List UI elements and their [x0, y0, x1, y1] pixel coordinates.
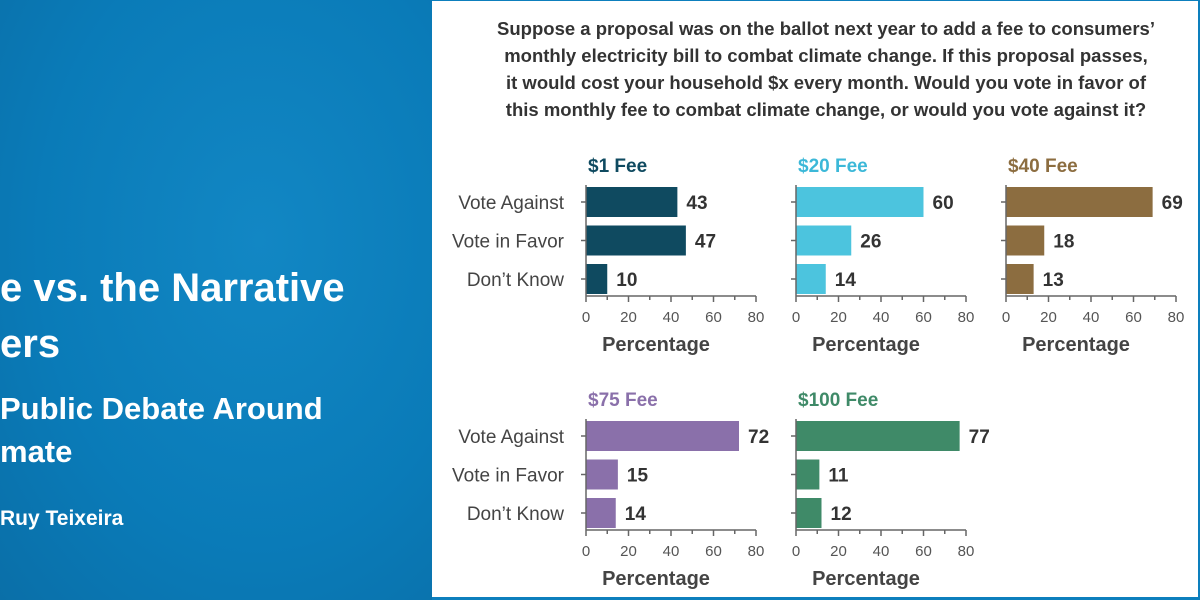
data-label: 69 — [1162, 193, 1183, 214]
chart-title: $40 Fee — [1008, 156, 1078, 177]
x-tick-label: 80 — [748, 309, 765, 326]
chart-title: $75 Fee — [588, 390, 658, 411]
data-label: 47 — [695, 232, 716, 253]
data-label: 15 — [627, 466, 649, 487]
x-tick-label: 0 — [792, 543, 800, 560]
bar — [1006, 264, 1034, 294]
article-title-line-1: e vs. the Narrative — [0, 266, 345, 310]
x-tick-label: 40 — [873, 543, 890, 560]
chart-title: $1 Fee — [588, 156, 647, 177]
article-title-line-2: ers — [0, 322, 61, 366]
x-tick-label: 0 — [582, 309, 590, 326]
article-header-panel: e vs. the Narrative ers Public Debate Ar… — [0, 0, 432, 600]
x-tick-label: 40 — [1083, 309, 1100, 326]
bar — [1006, 225, 1045, 256]
x-axis-label: Percentage — [602, 334, 710, 356]
x-tick-label: 0 — [1002, 309, 1010, 326]
data-label: 43 — [686, 193, 707, 214]
question-line: monthly electricity bill to combat clima… — [504, 45, 1148, 66]
x-axis-label: Percentage — [602, 568, 710, 590]
article-author: Ruy Teixeira — [0, 507, 124, 530]
data-label: 77 — [969, 427, 990, 448]
data-label: 14 — [835, 270, 857, 291]
data-label: 14 — [625, 504, 647, 525]
bar — [796, 264, 826, 294]
x-tick-label: 0 — [582, 543, 590, 560]
data-label: 11 — [828, 466, 849, 487]
data-label: 72 — [748, 427, 769, 448]
x-tick-label: 80 — [1168, 309, 1185, 326]
x-tick-label: 20 — [830, 309, 847, 326]
article-subtitle-line-2: mate — [0, 434, 73, 469]
bar — [586, 421, 739, 451]
x-tick-label: 80 — [958, 543, 975, 560]
bar — [586, 459, 618, 490]
x-axis-label: Percentage — [1022, 334, 1130, 356]
x-tick-label: 0 — [792, 309, 800, 326]
x-tick-label: 60 — [1125, 309, 1142, 326]
chart-title: $20 Fee — [798, 156, 868, 177]
survey-question: Suppose a proposal was on the ballot nex… — [456, 15, 1196, 123]
bar — [796, 421, 960, 451]
question-line: Suppose a proposal was on the ballot nex… — [497, 18, 1155, 39]
x-tick-label: 20 — [1040, 309, 1057, 326]
bar — [796, 459, 820, 490]
x-tick-label: 20 — [620, 309, 637, 326]
x-tick-label: 60 — [705, 543, 722, 560]
bar — [796, 187, 924, 217]
x-tick-label: 40 — [663, 543, 680, 560]
data-label: 60 — [933, 193, 954, 214]
x-tick-label: 80 — [748, 543, 765, 560]
category-label: Vote Against — [458, 427, 564, 448]
x-tick-label: 60 — [915, 309, 932, 326]
category-label: Vote in Favor — [452, 232, 565, 253]
bar — [586, 264, 608, 294]
data-label: 13 — [1043, 270, 1064, 291]
category-label: Vote in Favor — [452, 466, 565, 487]
chart-panel: Suppose a proposal was on the ballot nex… — [432, 1, 1198, 597]
bar — [1006, 187, 1153, 217]
bar — [586, 187, 678, 217]
x-axis-label: Percentage — [812, 334, 920, 356]
bar — [586, 498, 616, 528]
x-tick-label: 20 — [620, 543, 637, 560]
bar — [796, 498, 822, 528]
x-tick-label: 60 — [915, 543, 932, 560]
x-axis-label: Percentage — [812, 568, 920, 590]
x-tick-label: 40 — [663, 309, 680, 326]
bar — [796, 225, 852, 256]
question-line: this monthly fee to combat climate chang… — [505, 99, 1147, 120]
bar — [586, 225, 686, 256]
chart-title: $100 Fee — [798, 390, 878, 411]
x-tick-label: 80 — [958, 309, 975, 326]
data-label: 26 — [860, 232, 881, 253]
x-tick-label: 60 — [705, 309, 722, 326]
category-label: Don’t Know — [467, 270, 564, 291]
data-label: 18 — [1053, 232, 1074, 253]
category-label: Don’t Know — [467, 504, 564, 525]
x-tick-label: 40 — [873, 309, 890, 326]
question-line: it would cost your household $x every mo… — [505, 72, 1147, 93]
category-label: Vote Against — [458, 193, 564, 214]
article-subtitle-line-1: Public Debate Around — [0, 391, 323, 426]
data-label: 10 — [616, 270, 637, 291]
x-tick-label: 20 — [830, 543, 847, 560]
data-label: 12 — [831, 504, 852, 525]
